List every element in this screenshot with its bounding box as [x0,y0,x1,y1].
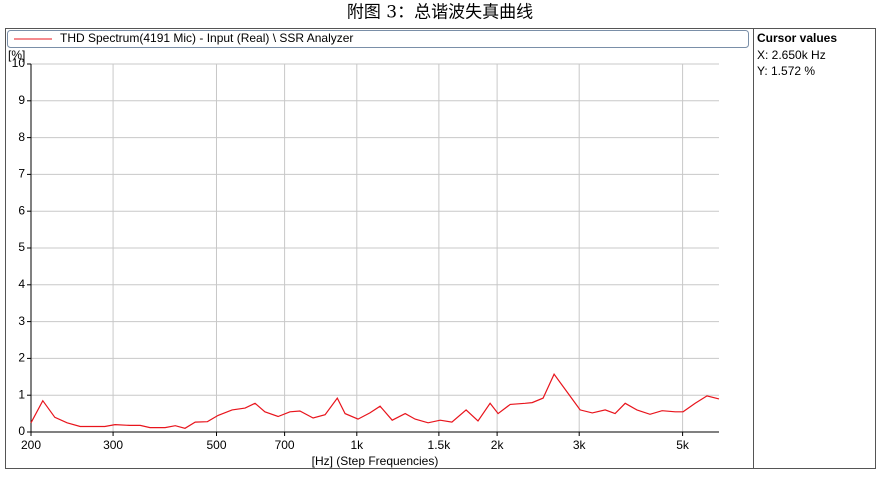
cursor-title: Cursor values [757,31,837,45]
x-tick-label: 3k [573,438,587,452]
y-tick-label: 5 [18,240,25,254]
y-tick-label: 0 [18,424,25,438]
x-tick-label: 1k [350,438,364,452]
x-tick-label: 200 [21,438,41,452]
y-tick-label: 3 [18,314,25,328]
y-tick-label: 6 [18,203,25,217]
x-tick-label: 1.5k [428,438,452,452]
x-axis-label: [Hz] (Step Frequencies) [312,454,439,468]
x-tick-label: 300 [103,438,123,452]
cursor-x: X: 2.650k Hz [757,48,826,62]
y-tick-label: 2 [18,351,25,365]
y-tick-label: 9 [18,93,25,107]
cursor-y: Y: 1.572 % [757,64,815,78]
data-line [30,373,720,429]
x-tick-label: 5k [676,438,690,452]
x-tick-label: 500 [206,438,226,452]
y-tick-label: 10 [12,56,26,70]
y-tick-label: 4 [18,277,25,291]
legend-label: THD Spectrum(4191 Mic) - Input (Real) \ … [60,31,353,45]
legend-box [7,30,749,48]
x-tick-label: 700 [275,438,295,452]
figure-title: 附图 3：总谐波失真曲线 [347,3,533,23]
y-axis-label: [%] [8,48,25,62]
y-tick-label: 8 [18,130,25,144]
x-tick-label: 2k [491,438,505,452]
y-tick-label: 7 [18,167,25,181]
y-tick-label: 1 [18,387,25,401]
